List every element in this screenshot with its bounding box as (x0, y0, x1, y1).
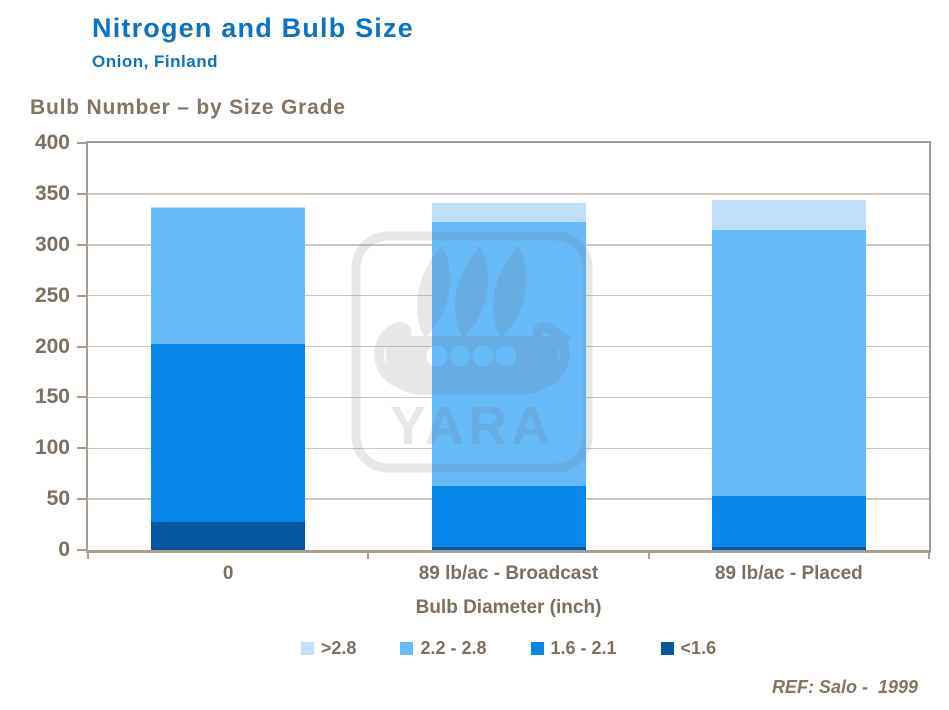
y-axis-tick (77, 498, 87, 501)
bar-segment (431, 546, 586, 550)
plot-area (88, 143, 929, 550)
legend-item: <1.6 (660, 638, 717, 659)
legend-swatch (660, 642, 674, 655)
legend-swatch (400, 642, 414, 655)
legend-swatch (530, 642, 544, 655)
x-axis-tick (87, 551, 89, 559)
y-axis-tick (77, 243, 87, 246)
legend-item: 2.2 - 2.8 (400, 638, 487, 659)
y-axis-tick-label: 200 (34, 334, 70, 358)
x-axis-tick (928, 551, 930, 559)
y-axis-tick-label: 250 (34, 283, 70, 307)
y-axis-tick (77, 447, 87, 450)
legend-label: >2.8 (320, 638, 357, 658)
bar-segment (151, 344, 306, 522)
y-axis-tick-label: 400 (34, 131, 70, 154)
bar-segment (431, 485, 586, 547)
x-category-label: 0 (222, 563, 234, 584)
bar-segment (711, 546, 866, 550)
bar-segment (711, 229, 866, 497)
y-axis-tick-label: 150 (34, 385, 70, 409)
y-axis-tick-label: 0 (58, 538, 70, 561)
legend-item: 1.6 - 2.1 (530, 638, 617, 659)
gridline (88, 193, 929, 195)
chart-heading: Bulb Number – by Size Grade (30, 96, 346, 119)
reference-note: REF: Salo - 1999 (771, 677, 918, 697)
y-axis-tick-label: 50 (46, 487, 70, 511)
legend: >2.8 2.2 - 2.8 1.6 - 2.1 <1.6 (88, 638, 929, 659)
page-title: Nitrogen and Bulb Size (92, 13, 414, 43)
y-axis-tick (77, 294, 87, 297)
y-axis-tick-label: 100 (34, 436, 70, 460)
y-axis-tick (77, 142, 87, 144)
bar-segment (711, 200, 866, 230)
bar-segment (151, 521, 306, 550)
y-axis-tick (77, 192, 87, 195)
y-axis-tick-label: 350 (34, 181, 70, 205)
bar-segment (431, 222, 586, 486)
bar-segment (151, 208, 306, 345)
bar-segment (431, 203, 586, 223)
x-category-label: 89 lb/ac - Placed (714, 563, 863, 584)
legend-swatch (300, 642, 314, 655)
page-subtitle: Onion, Finland (92, 52, 218, 71)
bar-segment (151, 207, 306, 209)
legend-label: <1.6 (680, 638, 717, 658)
x-axis-tick (367, 551, 370, 559)
x-category-label: 89 lb/ac - Broadcast (418, 563, 599, 584)
bar-segment (711, 496, 866, 547)
y-axis-tick-label: 300 (34, 232, 70, 256)
legend-label: 2.2 - 2.8 (420, 638, 487, 658)
y-axis-tick (77, 396, 87, 399)
x-axis-title: Bulb Diameter (inch) (415, 597, 602, 618)
legend-label: 1.6 - 2.1 (550, 638, 617, 658)
legend-item: >2.8 (300, 638, 357, 659)
y-axis-tick (77, 345, 87, 348)
y-axis-tick (77, 549, 87, 551)
x-axis-tick (647, 551, 650, 559)
